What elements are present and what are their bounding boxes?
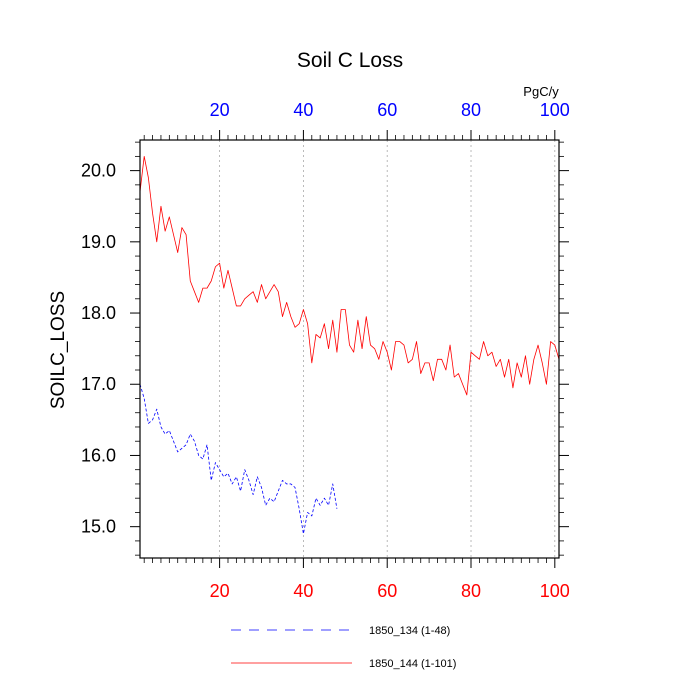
legend-label-1: 1850_134 (1-48) — [369, 625, 450, 637]
series-line-2 — [139, 155, 560, 396]
x-tick-label-top: 60 — [377, 100, 397, 120]
y-tick-label: 17.0 — [81, 374, 116, 394]
plot-frame — [139, 139, 560, 559]
y-tick-label: 18.0 — [81, 303, 116, 323]
x-tick-label-bottom: 60 — [377, 581, 397, 601]
series-layer — [139, 155, 560, 535]
x-tick-label-bottom: 80 — [461, 581, 481, 601]
x-tick-label-bottom: 100 — [540, 581, 570, 601]
x-tick-label-bottom: 20 — [210, 581, 230, 601]
x-tick-label-top: 20 — [210, 100, 230, 120]
series-line-1 — [139, 384, 338, 535]
legend: 1850_134 (1-48) 1850_144 (1-101) — [231, 625, 456, 670]
grid-lines — [219, 140, 556, 558]
y-axis-title: SOILC_LOSS — [48, 291, 69, 409]
units-label: PgC/y — [523, 84, 559, 99]
y-tick-label: 15.0 — [81, 517, 116, 537]
y-tick-label: 20.0 — [81, 161, 116, 181]
x-tick-label-top: 80 — [461, 100, 481, 120]
x-tick-label-top: 40 — [293, 100, 313, 120]
y-tick-label: 19.0 — [81, 232, 116, 252]
axes: 20 20 40 40 60 60 80 80 100 100 15.0 16.0 17.0 18.0 19… — [81, 100, 570, 601]
chart-title: Soil C Loss — [297, 49, 403, 72]
x-tick-label-bottom: 40 — [293, 581, 313, 601]
legend-label-2: 1850_144 (1-101) — [369, 658, 456, 670]
y-tick-label: 16.0 — [81, 445, 116, 465]
x-tick-label-top: 100 — [540, 100, 570, 120]
